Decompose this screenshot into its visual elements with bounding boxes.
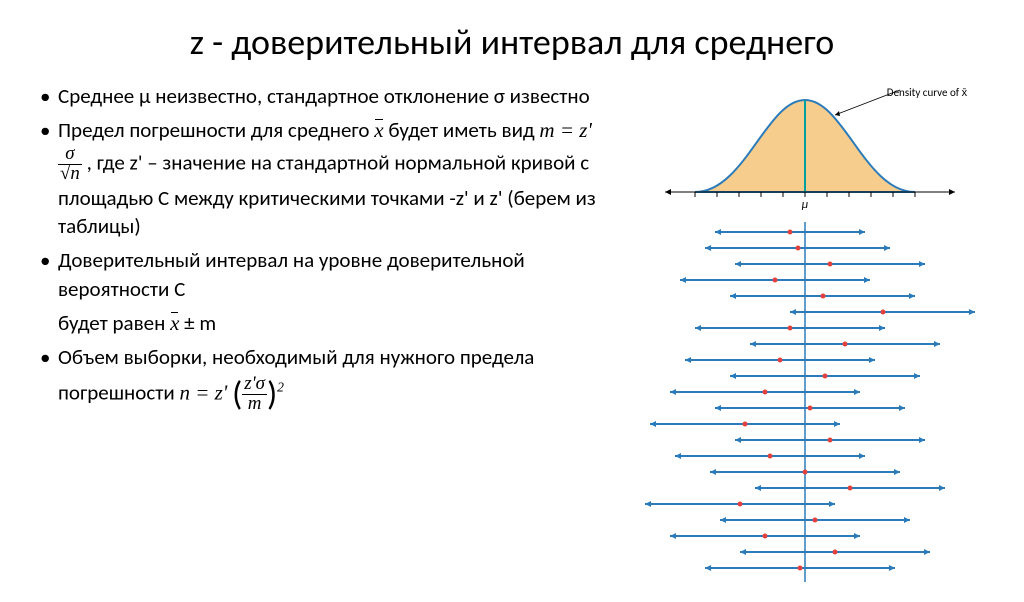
figure-column: Density curve of x̄ μ: [626, 82, 984, 602]
squared: 2: [277, 379, 284, 394]
b3sub-a: будет равен: [58, 310, 170, 336]
bullet-list: Среднее μ неизвестно, стандартное отклон…: [40, 82, 616, 602]
b2-text-b: будет иметь вид: [384, 117, 540, 143]
content-row: Среднее μ неизвестно, стандартное отклон…: [40, 82, 984, 602]
n-eq: n = z': [179, 380, 227, 404]
frac2-num: z'σ: [242, 375, 267, 395]
b3sub-b: ± m: [179, 310, 216, 336]
b2-text-c: , где z' – значение на стандартной норма…: [58, 149, 596, 239]
xbar-symbol-2: x: [170, 309, 179, 337]
m-eq: m = z': [539, 118, 592, 142]
bullet-3-sub: будет равен x ± m: [40, 309, 616, 337]
lparen: (: [232, 374, 242, 415]
bullet-3: Доверительный интервал на уровне доверит…: [40, 246, 616, 303]
density-curve-figure: Density curve of x̄ μ: [635, 82, 975, 222]
bullet-2: Предел погрешности для среднего x будет …: [40, 116, 616, 240]
density-label: Density curve of x̄: [887, 86, 967, 99]
frac1-num: σ: [58, 145, 82, 165]
svg-text:μ: μ: [802, 198, 808, 212]
fraction-1: σ √n: [58, 145, 82, 184]
frac2-den: m: [242, 395, 267, 414]
fraction-2: z'σ m: [242, 375, 267, 414]
intervals-figure: [635, 222, 975, 602]
bullet-4: Объем выборки, необходимый для нужного п…: [40, 343, 616, 417]
intervals-svg: [635, 222, 975, 582]
bullet-1: Среднее μ неизвестно, стандартное отклон…: [40, 82, 616, 110]
b2-text-a: Предел погрешности для среднего: [58, 117, 374, 143]
frac1-den: √n: [58, 165, 82, 184]
b4-text-a: Объем выборки, необходимый для нужного п…: [58, 344, 534, 405]
density-curve-svg: μ: [635, 82, 975, 222]
rparen: ): [267, 374, 277, 415]
xbar-symbol: x: [374, 116, 383, 144]
slide-title: z - доверительный интервал для среднего: [40, 20, 984, 64]
